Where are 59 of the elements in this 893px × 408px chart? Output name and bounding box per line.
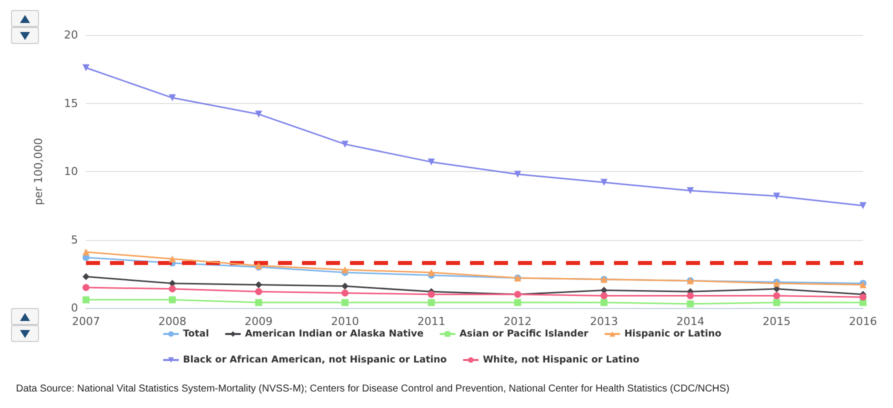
point <box>168 285 176 292</box>
y-tick-label: 20 <box>64 28 78 42</box>
point <box>82 273 90 280</box>
point <box>168 94 176 102</box>
x-tick-label: 2014 <box>676 315 704 328</box>
point <box>168 255 176 262</box>
point <box>773 299 780 306</box>
point <box>686 300 694 308</box>
x-tick-label: 2007 <box>72 315 100 328</box>
x-tick-label: 2016 <box>849 315 877 328</box>
point <box>342 289 348 296</box>
point <box>860 294 866 301</box>
point <box>428 158 435 166</box>
x-tick-label: 2011 <box>417 315 446 328</box>
legend-label: White, not Hispanic or Latino <box>482 354 640 366</box>
point <box>255 299 262 306</box>
point <box>773 292 780 300</box>
point <box>428 299 435 306</box>
legend-label: Asian or Pacific Islander <box>460 328 589 340</box>
point <box>860 202 866 210</box>
point <box>428 290 435 298</box>
y-tick-label: 0 <box>71 302 78 314</box>
point <box>514 170 522 178</box>
x-tick-label: 2013 <box>590 315 618 328</box>
point <box>168 280 176 287</box>
source-note: Data Source: National Vital Statistics System-Mortality (NVSS-M); Centers for Disease Control and Prevention, National Center for Health Statistics (CDC/NCHS) <box>16 384 730 394</box>
point <box>686 292 694 300</box>
point <box>255 110 262 118</box>
y-tick-label: 15 <box>64 96 78 110</box>
x-tick-label: 2012 <box>504 315 532 328</box>
point <box>168 296 176 304</box>
point <box>82 296 90 304</box>
point <box>82 64 90 72</box>
legend-label: Black or African American, not Hispanic or Latino <box>183 354 448 366</box>
y-tick-label: 10 <box>64 165 78 178</box>
point <box>342 140 348 148</box>
point <box>82 284 90 292</box>
point <box>600 178 608 186</box>
point <box>773 192 780 200</box>
x-tick-label: 2015 <box>762 315 791 328</box>
point <box>428 269 435 276</box>
x-tick-label: 2009 <box>244 315 273 328</box>
point <box>342 266 348 274</box>
point <box>255 281 262 288</box>
point <box>342 282 348 290</box>
point <box>686 187 694 194</box>
point <box>600 299 608 306</box>
legend-label: Total <box>183 328 209 340</box>
legend-label: Hispanic or Latino <box>624 328 722 340</box>
point <box>82 248 90 256</box>
point <box>255 288 262 296</box>
x-tick-label: 2010 <box>331 315 359 328</box>
point <box>600 292 608 300</box>
y-tick-label: 5 <box>71 233 78 246</box>
point <box>514 299 522 306</box>
x-tick-label: 2008 <box>158 315 186 328</box>
y-axis-title: per 100,000 <box>32 138 45 206</box>
legend-label: American Indian or Alaska Native <box>244 328 424 340</box>
point <box>342 299 348 306</box>
